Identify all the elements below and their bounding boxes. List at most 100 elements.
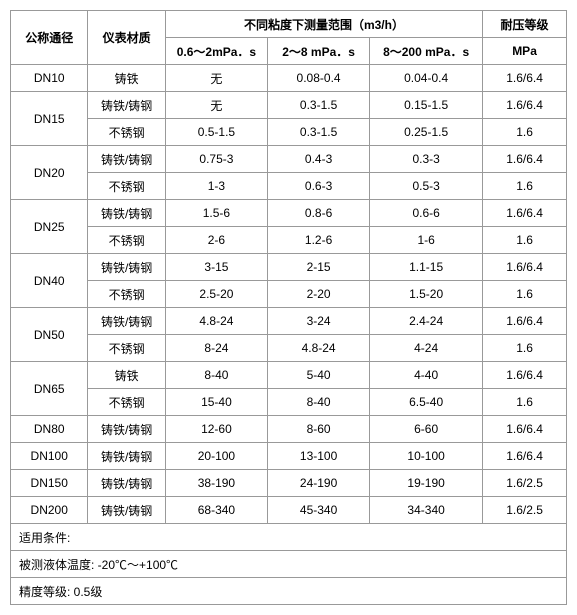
cell-visc2: 5-40 (268, 362, 370, 389)
cell-pressure: 1.6/2.5 (483, 497, 567, 524)
cell-material: 铸铁/铸钢 (88, 254, 165, 281)
cell-visc1: 0.75-3 (165, 146, 267, 173)
cell-visc2: 45-340 (268, 497, 370, 524)
cell-visc1: 2.5-20 (165, 281, 267, 308)
cell-visc3: 34-340 (370, 497, 483, 524)
cell-visc1: 0.5-1.5 (165, 119, 267, 146)
cell-visc3: 0.3-3 (370, 146, 483, 173)
cell-material: 铸铁/铸钢 (88, 470, 165, 497)
header-row-1: 公称通径 仪表材质 不同粘度下测量范围（m3/h） 耐压等级 (11, 11, 567, 38)
cell-visc3: 0.04-0.4 (370, 65, 483, 92)
header-pressure-unit: MPa (483, 38, 567, 65)
note-temperature: 被测液体温度: -20℃～+100℃ (11, 551, 567, 578)
cell-visc3: 0.25-1.5 (370, 119, 483, 146)
cell-visc3: 0.5-3 (370, 173, 483, 200)
table-row: DN50铸铁/铸钢4.8-243-242.4-241.6/6.4 (11, 308, 567, 335)
cell-material: 不锈钢 (88, 281, 165, 308)
cell-visc1: 2-6 (165, 227, 267, 254)
cell-visc3: 6.5-40 (370, 389, 483, 416)
cell-visc1: 3-15 (165, 254, 267, 281)
cell-dn: DN10 (11, 65, 88, 92)
cell-pressure: 1.6 (483, 335, 567, 362)
cell-visc3: 1.1-15 (370, 254, 483, 281)
cell-dn: DN150 (11, 470, 88, 497)
table-row: 不锈钢2.5-202-201.5-201.6 (11, 281, 567, 308)
table-row: DN200铸铁/铸钢68-34045-34034-3401.6/2.5 (11, 497, 567, 524)
cell-visc2: 24-190 (268, 470, 370, 497)
table-row: 不锈钢0.5-1.50.3-1.50.25-1.51.6 (11, 119, 567, 146)
cell-visc3: 19-190 (370, 470, 483, 497)
table-row: DN150铸铁/铸钢38-19024-19019-1901.6/2.5 (11, 470, 567, 497)
table-row: 不锈钢1-30.6-30.5-31.6 (11, 173, 567, 200)
cell-pressure: 1.6/2.5 (483, 470, 567, 497)
table-row: 不锈钢8-244.8-244-241.6 (11, 335, 567, 362)
cell-visc1: 1-3 (165, 173, 267, 200)
cell-visc2: 4.8-24 (268, 335, 370, 362)
cell-visc1: 1.5-6 (165, 200, 267, 227)
table-row: DN15铸铁/铸钢无0.3-1.50.15-1.51.6/6.4 (11, 92, 567, 119)
table-row: 不锈钢15-408-406.5-401.6 (11, 389, 567, 416)
cell-visc1: 8-24 (165, 335, 267, 362)
cell-pressure: 1.6/6.4 (483, 443, 567, 470)
note-row-temperature: 被测液体温度: -20℃～+100℃ (11, 551, 567, 578)
table-row: DN25铸铁/铸钢1.5-60.8-60.6-61.6/6.4 (11, 200, 567, 227)
header-pressure-rating: 耐压等级 (483, 11, 567, 38)
cell-pressure: 1.6/6.4 (483, 200, 567, 227)
cell-dn: DN50 (11, 308, 88, 362)
cell-pressure: 1.6/6.4 (483, 92, 567, 119)
cell-visc3: 10-100 (370, 443, 483, 470)
cell-visc1: 15-40 (165, 389, 267, 416)
cell-material: 不锈钢 (88, 119, 165, 146)
header-material: 仪表材质 (88, 11, 165, 65)
cell-pressure: 1.6/6.4 (483, 416, 567, 443)
cell-dn: DN25 (11, 200, 88, 254)
cell-visc2: 8-60 (268, 416, 370, 443)
cell-visc2: 3-24 (268, 308, 370, 335)
table-row: DN80铸铁/铸钢12-608-606-601.6/6.4 (11, 416, 567, 443)
cell-material: 不锈钢 (88, 173, 165, 200)
header-visc1: 0.6～2mPa．s (165, 38, 267, 65)
note-row-conditions: 适用条件: (11, 524, 567, 551)
cell-pressure: 1.6 (483, 389, 567, 416)
cell-visc2: 0.4-3 (268, 146, 370, 173)
cell-material: 铸铁/铸钢 (88, 92, 165, 119)
cell-material: 不锈钢 (88, 227, 165, 254)
cell-visc3: 4-40 (370, 362, 483, 389)
cell-material: 铸铁/铸钢 (88, 416, 165, 443)
table-row: DN10铸铁无0.08-0.40.04-0.41.6/6.4 (11, 65, 567, 92)
cell-visc2: 2-15 (268, 254, 370, 281)
header-viscosity-range: 不同粘度下测量范围（m3/h） (165, 11, 482, 38)
note-row-accuracy: 精度等级: 0.5级 (11, 578, 567, 605)
cell-pressure: 1.6 (483, 227, 567, 254)
cell-visc1: 38-190 (165, 470, 267, 497)
cell-visc2: 0.8-6 (268, 200, 370, 227)
cell-visc1: 68-340 (165, 497, 267, 524)
cell-material: 铸铁 (88, 65, 165, 92)
cell-visc2: 8-40 (268, 389, 370, 416)
spec-table: 公称通径 仪表材质 不同粘度下测量范围（m3/h） 耐压等级 0.6～2mPa．… (10, 10, 567, 605)
cell-visc2: 0.08-0.4 (268, 65, 370, 92)
header-visc2: 2～8 mPa．s (268, 38, 370, 65)
cell-visc3: 1.5-20 (370, 281, 483, 308)
cell-visc2: 0.3-1.5 (268, 119, 370, 146)
cell-material: 铸铁 (88, 362, 165, 389)
cell-dn: DN80 (11, 416, 88, 443)
cell-material: 铸铁/铸钢 (88, 443, 165, 470)
cell-visc1: 20-100 (165, 443, 267, 470)
cell-visc2: 1.2-6 (268, 227, 370, 254)
cell-material: 铸铁/铸钢 (88, 200, 165, 227)
cell-visc1: 12-60 (165, 416, 267, 443)
cell-material: 不锈钢 (88, 335, 165, 362)
cell-pressure: 1.6/6.4 (483, 362, 567, 389)
cell-pressure: 1.6/6.4 (483, 254, 567, 281)
cell-visc1: 无 (165, 92, 267, 119)
header-nominal-diameter: 公称通径 (11, 11, 88, 65)
cell-visc3: 1-6 (370, 227, 483, 254)
note-conditions: 适用条件: (11, 524, 567, 551)
table-row: 不锈钢2-61.2-61-61.6 (11, 227, 567, 254)
cell-dn: DN40 (11, 254, 88, 308)
cell-pressure: 1.6/6.4 (483, 65, 567, 92)
cell-visc2: 0.6-3 (268, 173, 370, 200)
cell-visc1: 无 (165, 65, 267, 92)
cell-visc2: 13-100 (268, 443, 370, 470)
